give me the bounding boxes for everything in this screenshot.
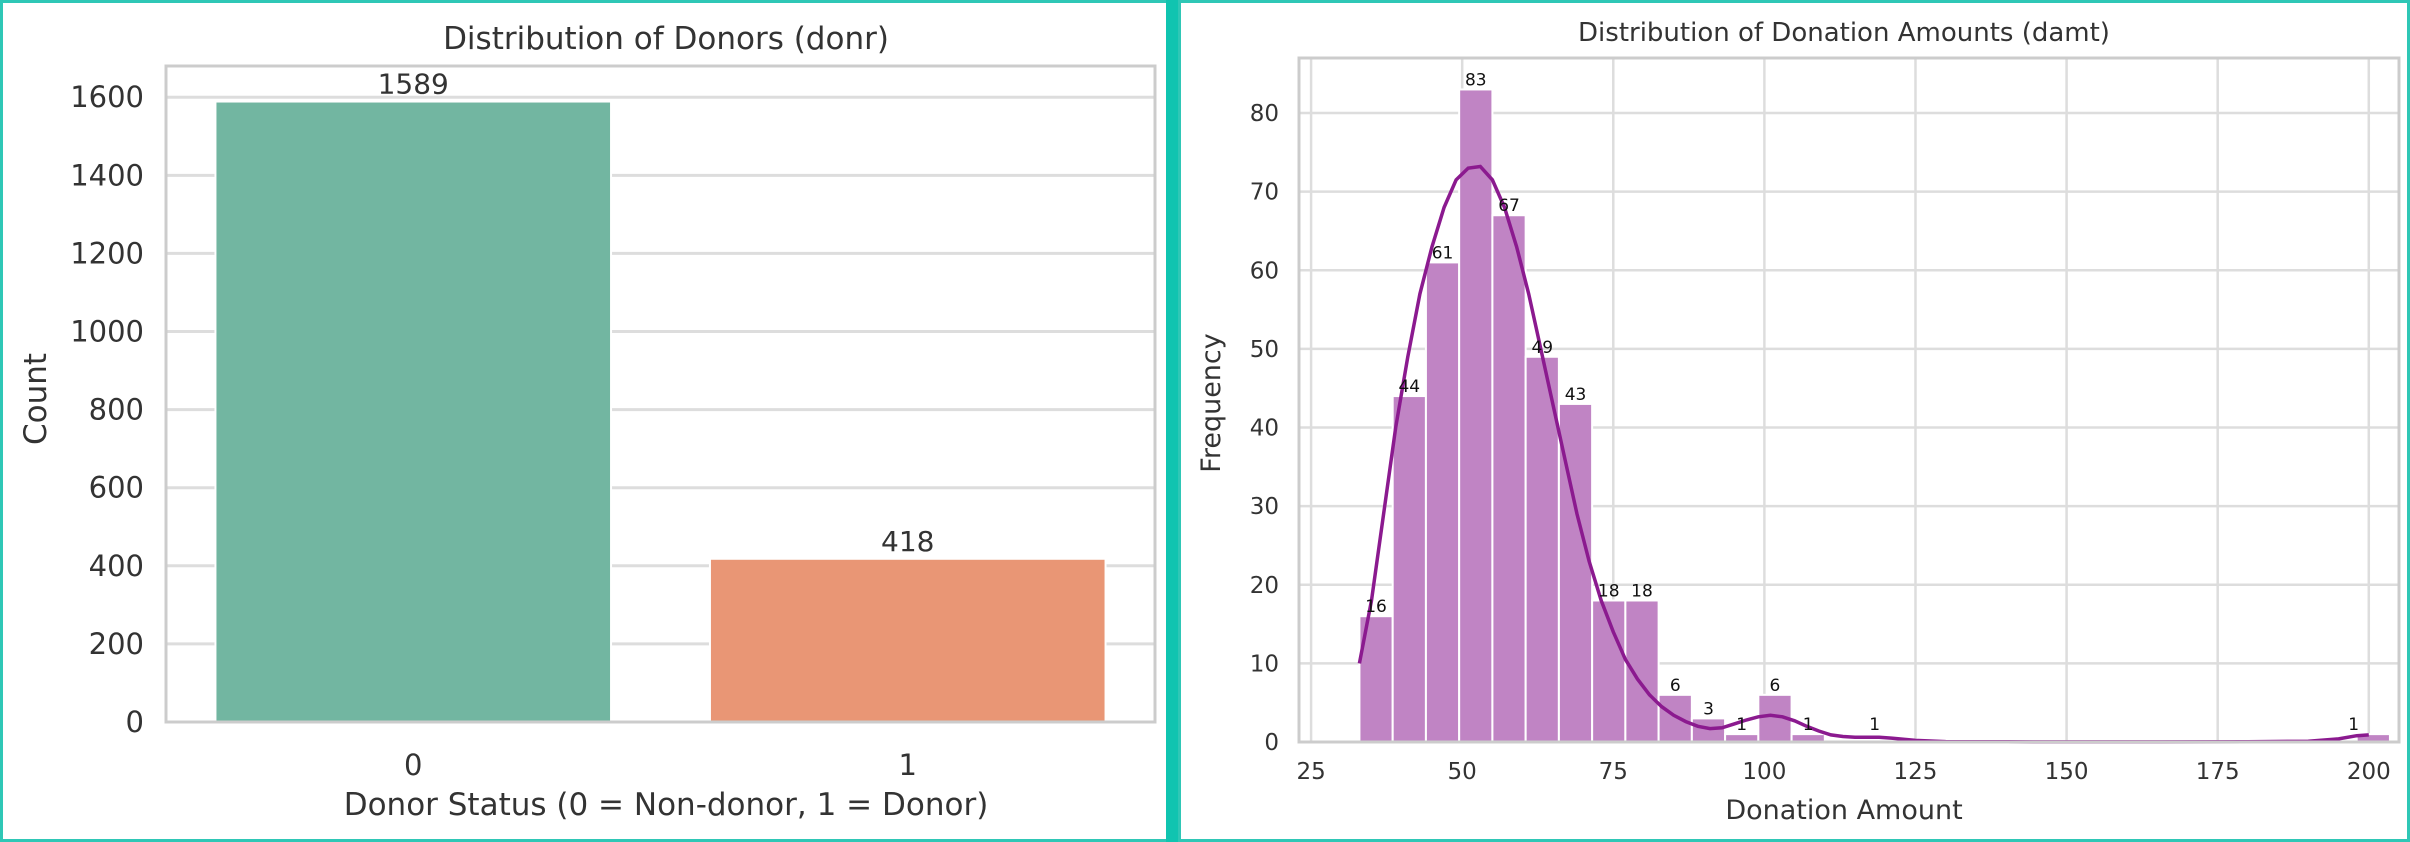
x-tick-label: 1 — [899, 748, 917, 782]
bar-count-label: 43 — [1565, 385, 1587, 405]
y-tick-label: 20 — [1250, 573, 1279, 599]
donation-histogram: Distribution of Donation Amounts (damt) … — [1196, 18, 2401, 826]
y-tick-label: 800 — [89, 393, 144, 427]
y-tick-label: 600 — [89, 471, 144, 505]
bars — [214, 100, 1107, 724]
histogram-bar — [1657, 693, 1693, 743]
y-tick-label: 1600 — [70, 80, 144, 114]
bar — [708, 557, 1107, 723]
donation-amount-chart-panel: Distribution of Donation Amounts (damt) … — [1178, 0, 2410, 842]
x-tick-labels: 25 50 75 100 125 150 175 200 — [1296, 759, 2390, 785]
x-tick-label: 100 — [1742, 759, 1786, 785]
y-tick-label: 0 — [126, 705, 144, 739]
y-tick-label: 40 — [1250, 416, 1279, 442]
y-tick-labels: 0 200 400 600 800 1000 1200 1400 1600 — [70, 80, 144, 739]
bar-count-label: 61 — [1432, 243, 1454, 263]
y-tick-label: 10 — [1250, 651, 1279, 677]
x-tick-label: 125 — [1894, 759, 1938, 785]
y-tick-label: 400 — [89, 549, 144, 583]
x-axis-label: Donation Amount — [1725, 795, 1962, 826]
bar-count-label: 18 — [1598, 581, 1620, 601]
x-tick-label: 75 — [1599, 759, 1628, 785]
histogram-bar — [1491, 214, 1527, 743]
bar-count-label: 67 — [1498, 196, 1520, 216]
histogram-bar — [1624, 599, 1660, 744]
y-axis-label: Frequency — [1196, 333, 1227, 473]
bar-count-label: 49 — [1531, 338, 1553, 358]
bar-count-label: 83 — [1465, 70, 1487, 90]
bar-count-label: 1 — [1869, 715, 1880, 735]
histogram-bar — [1358, 615, 1394, 744]
x-tick-label: 25 — [1296, 759, 1325, 785]
y-tick-label: 60 — [1250, 258, 1279, 284]
y-tick-label: 70 — [1250, 180, 1279, 206]
kde-curve — [1357, 164, 2369, 744]
bar-value-label: 418 — [881, 525, 934, 558]
x-tick-label: 50 — [1448, 759, 1477, 785]
histogram-bar — [1391, 395, 1427, 743]
bar-count-label: 6 — [1770, 676, 1781, 696]
plot-frame — [164, 64, 1157, 724]
donor-chart-panel: Distribution of Donors (donr) 1589 418 0 2… — [0, 0, 1172, 842]
x-tick-label: 0 — [404, 748, 422, 782]
histogram-bar — [1424, 261, 1461, 743]
histogram-bars — [1358, 88, 2391, 744]
bar-count-label: 16 — [1365, 597, 1387, 617]
y-tick-label: 1200 — [70, 236, 144, 270]
chart-title: Distribution of Donation Amounts (damt) — [1578, 18, 2110, 48]
y-tick-labels: 0 10 20 30 40 50 60 70 80 — [1250, 101, 1279, 756]
bar-count-label: 1 — [2348, 715, 2359, 735]
histogram-bar — [1690, 717, 1727, 744]
bar — [214, 100, 613, 724]
plot-frame — [1297, 56, 2401, 744]
x-tick-label: 150 — [2045, 759, 2089, 785]
bar-data-labels: 1589 418 — [378, 68, 935, 558]
y-tick-label: 80 — [1250, 101, 1279, 127]
bar-count-label: 3 — [1703, 699, 1714, 719]
y-tick-label: 200 — [89, 627, 144, 661]
chart-title: Distribution of Donors (donr) — [443, 21, 889, 57]
x-tick-label: 200 — [2347, 759, 2391, 785]
bar-count-label: 44 — [1398, 377, 1420, 397]
bar-count-label: 1 — [1736, 715, 1747, 735]
y-axis-label: Count — [18, 353, 54, 445]
bar-count-label: 1 — [1803, 715, 1814, 735]
x-axis-label: Donor Status (0 = Non-donor, 1 = Donor) — [344, 787, 989, 823]
bar-count-label: 6 — [1670, 676, 1681, 696]
y-tick-label: 30 — [1250, 494, 1279, 520]
bar-count-label: 18 — [1631, 581, 1653, 601]
bar-value-label: 1589 — [378, 68, 449, 101]
y-tick-label: 0 — [1264, 730, 1279, 756]
histogram-bar — [1458, 88, 1494, 743]
x-tick-label: 175 — [2196, 759, 2240, 785]
y-tick-label: 50 — [1250, 337, 1279, 363]
y-tick-label: 1000 — [70, 315, 144, 349]
donor-bar-chart: Distribution of Donors (donr) 1589 418 0 2… — [18, 21, 1157, 823]
y-tick-label: 1400 — [70, 158, 144, 192]
